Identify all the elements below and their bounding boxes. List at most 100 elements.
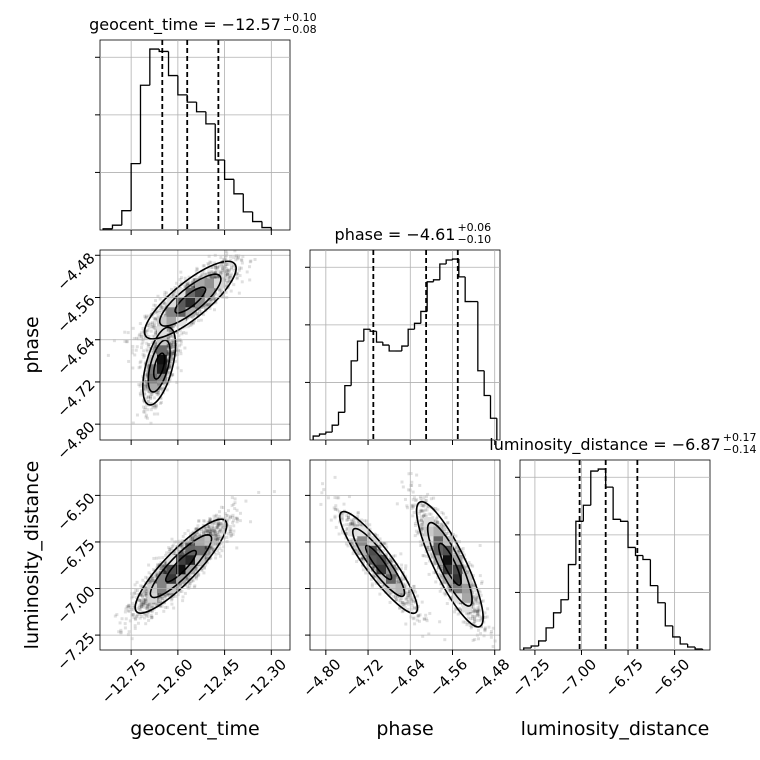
sample-point <box>143 376 147 380</box>
hist-bin-geocent-time <box>214 123 225 161</box>
sample-point <box>183 541 187 545</box>
sample-point <box>209 275 213 279</box>
sample-point <box>211 533 215 537</box>
sample-point <box>192 536 196 540</box>
sample-point <box>209 546 213 550</box>
sample-point <box>192 530 196 534</box>
sample-point <box>232 264 236 268</box>
sample-point <box>245 270 249 274</box>
sample-point <box>194 306 198 310</box>
sample-point <box>218 272 222 276</box>
sample-point <box>204 306 208 310</box>
sample-point <box>213 276 217 280</box>
sample-point <box>140 337 144 341</box>
hist-bin-phase <box>426 281 434 312</box>
sample-point <box>160 564 164 568</box>
sample-point <box>207 549 211 553</box>
panel-title-geocent-time: geocent_time = −12.57 <box>89 15 281 35</box>
sample-point <box>218 275 222 279</box>
sample-point <box>202 565 206 569</box>
sample-point <box>132 608 136 612</box>
sample-point <box>150 320 154 324</box>
sample-point <box>231 521 235 525</box>
sample-point <box>143 598 147 602</box>
sample-point <box>174 587 178 591</box>
sample-point <box>166 326 170 330</box>
sample-point <box>153 403 157 407</box>
sample-point <box>202 530 206 534</box>
sample-point <box>191 284 195 288</box>
hist-bin-luminosity-distance <box>560 599 569 613</box>
sample-point <box>157 602 161 606</box>
sample-point <box>194 527 198 531</box>
sample-point <box>206 296 210 300</box>
sample-point <box>169 355 173 359</box>
sample-point <box>203 272 207 276</box>
sample-point <box>154 580 158 584</box>
sample-point <box>215 526 219 530</box>
sample-point <box>170 295 174 299</box>
sample-point <box>166 344 170 348</box>
sample-point <box>151 602 155 606</box>
sample-point <box>206 544 210 548</box>
sample-point <box>163 562 167 566</box>
sample-point <box>222 506 226 510</box>
sample-point <box>224 524 228 528</box>
sample-point <box>230 496 234 500</box>
sample-point <box>165 333 169 337</box>
sample-point <box>152 303 156 307</box>
sample-point <box>156 388 160 392</box>
sample-point <box>211 545 215 549</box>
sample-point <box>215 535 219 539</box>
sample-point <box>205 304 209 308</box>
sample-point <box>194 527 198 531</box>
sample-point <box>183 591 187 595</box>
sample-point <box>217 529 221 533</box>
sample-point <box>181 595 185 599</box>
sample-point <box>190 321 194 325</box>
sample-point <box>235 520 239 524</box>
sample-point <box>224 523 228 527</box>
sample-point <box>165 348 169 352</box>
sample-point <box>158 305 162 309</box>
sample-point <box>216 535 220 539</box>
sample-point <box>237 291 241 295</box>
sample-point <box>170 342 174 346</box>
sample-point <box>165 605 169 609</box>
sample-point <box>165 352 169 356</box>
sample-point <box>207 532 211 536</box>
sample-point <box>207 270 211 274</box>
sample-point <box>209 547 213 551</box>
sample-point <box>167 366 171 370</box>
sample-point <box>145 576 149 580</box>
sample-point <box>215 536 219 540</box>
sample-point <box>154 299 158 303</box>
hist-bin-geocent-time <box>121 210 132 226</box>
sample-point <box>153 344 157 348</box>
sample-point <box>144 575 148 579</box>
sample-point <box>147 321 151 325</box>
sample-point <box>213 270 217 274</box>
hist-bin-phase <box>337 411 345 426</box>
sample-point <box>230 263 234 267</box>
sample-point <box>179 369 183 373</box>
sample-point <box>225 513 229 517</box>
sample-point <box>130 351 134 355</box>
sample-point <box>204 558 208 562</box>
sample-point <box>159 566 163 570</box>
contour-level <box>147 339 171 393</box>
density-cell <box>157 364 167 374</box>
sample-point <box>154 330 158 334</box>
sample-point <box>144 314 148 318</box>
hist-bin-phase <box>413 322 421 330</box>
sample-point <box>164 567 168 571</box>
sample-point <box>206 261 210 265</box>
sample-point <box>151 604 155 608</box>
sample-point <box>136 589 140 593</box>
sample-point <box>168 342 172 346</box>
sample-point <box>185 584 189 588</box>
sample-point <box>171 351 175 355</box>
sample-point <box>220 264 224 268</box>
hist-bin-phase <box>420 310 428 324</box>
sample-point <box>203 519 207 523</box>
